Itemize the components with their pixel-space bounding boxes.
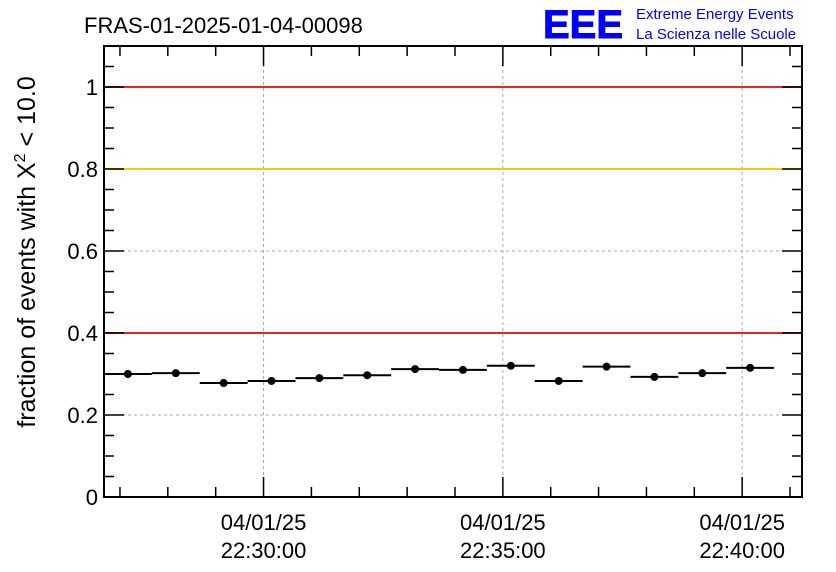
x-tick-time-label: 22:35:00 <box>460 538 546 563</box>
data-point <box>411 365 420 374</box>
y-axis-title-tail: < 10.0 <box>13 76 41 153</box>
data-point <box>554 376 563 385</box>
logo-line-2: La Scienza nelle Scuole <box>636 26 796 43</box>
data-point <box>650 372 659 381</box>
data-series <box>104 361 775 388</box>
data-point <box>506 361 515 370</box>
y-tick-label: 0.6 <box>67 239 98 264</box>
tick-labels: 0 0.2 0.4 0.6 0.8 1 04/01/25 22:30:00 04/01/25 22… <box>67 75 785 563</box>
x-tick-date-label: 04/01/25 <box>460 510 546 535</box>
y-axis-title: fraction of events with X2 < 10.0 <box>12 76 41 427</box>
data-point <box>219 379 228 388</box>
y-axis-title-sup: 2 <box>12 153 29 162</box>
data-point <box>698 369 707 378</box>
eee-logo: EEE <box>543 3 623 47</box>
logo-line-1: Extreme Energy Events <box>636 6 794 23</box>
data-point <box>315 374 324 383</box>
x-tick-time-label: 22:40:00 <box>699 538 785 563</box>
data-point <box>746 363 755 372</box>
data-point <box>123 370 132 378</box>
run-title: FRAS-01-2025-01-04-00098 <box>84 13 363 38</box>
y-tick-label: 0 <box>86 485 98 510</box>
grid <box>104 46 802 497</box>
x-tick-date-label: 04/01/25 <box>221 510 307 535</box>
y-tick-label: 0.4 <box>67 321 98 346</box>
x-tick-time-label: 22:30:00 <box>221 538 307 563</box>
reference-lines <box>104 86 802 334</box>
x-tick-date-label: 04/01/25 <box>699 510 785 535</box>
data-point <box>267 376 276 385</box>
data-point <box>363 371 372 380</box>
y-tick-label: 0.2 <box>67 403 98 428</box>
y-tick-label: 0.8 <box>67 157 98 182</box>
y-tick-label: 1 <box>86 75 98 100</box>
data-point <box>602 362 611 371</box>
y-axis-title-main: fraction of events with X <box>13 162 41 428</box>
plot-frame <box>103 45 803 498</box>
data-point <box>458 365 467 374</box>
data-point <box>171 369 180 378</box>
axes <box>103 45 803 498</box>
